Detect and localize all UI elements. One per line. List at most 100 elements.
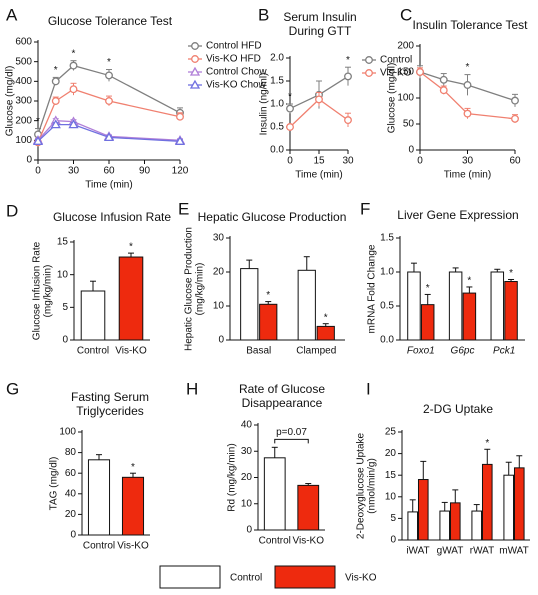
annotation-bracket	[274, 438, 309, 444]
bar	[481, 463, 493, 541]
x-tick-label: Foxo1	[407, 346, 435, 357]
bar	[87, 459, 111, 536]
y-tick-label: 0	[70, 530, 76, 541]
data-point	[32, 136, 44, 145]
series-line	[419, 71, 516, 102]
bar	[448, 271, 463, 341]
data-point	[344, 116, 352, 125]
bar	[407, 271, 421, 341]
y-tick-label: 15	[57, 237, 69, 248]
bar	[503, 474, 515, 541]
bar	[240, 268, 259, 341]
y-axis-label: (mg/kg/min)	[43, 265, 54, 318]
x-tick-label: Control	[77, 346, 109, 357]
x-tick-label: 0	[35, 166, 41, 177]
y-tick-label: 0	[62, 335, 68, 346]
legend-marker	[365, 69, 373, 77]
data-point	[511, 96, 519, 105]
significance-mark: *	[36, 116, 40, 127]
y-tick-label: 2.0	[270, 53, 284, 64]
legend-label: Vis-KO HFD	[206, 54, 261, 65]
y-tick-label: 30	[213, 233, 225, 244]
y-tick-label: 0	[218, 335, 224, 346]
legend-label: Vis-KO	[345, 573, 377, 584]
bar	[513, 467, 525, 541]
y-axis-label: (nmol/min/g)	[367, 458, 378, 514]
legend-swatch	[274, 565, 336, 589]
x-tick-label: 30	[342, 156, 354, 167]
legend-marker	[191, 55, 199, 63]
chart-title: Glucose Infusion Rate	[53, 210, 171, 224]
y-tick-label: 0.0	[380, 335, 394, 346]
legend-marker	[365, 56, 373, 64]
data-point	[69, 61, 78, 70]
panel-letter: G	[6, 379, 19, 398]
bar	[462, 292, 477, 341]
x-tick-label: gWAT	[437, 546, 464, 557]
y-tick-label: 0	[26, 155, 32, 166]
y-tick-label: 200	[397, 41, 414, 52]
y-tick-label: 5	[390, 513, 396, 524]
significance-mark: *	[485, 438, 489, 449]
significance-mark: *	[129, 242, 133, 253]
x-tick-label: Control	[83, 541, 115, 552]
significance-mark: *	[72, 48, 76, 59]
panel-letter: A	[6, 5, 18, 24]
y-tick-label: 1.0	[270, 99, 284, 110]
y-tick-label: 50	[403, 119, 415, 130]
x-tick-label: iWAT	[406, 546, 429, 557]
chart-title: Glucose Tolerance Test	[48, 14, 173, 28]
y-tick-label: 100	[15, 135, 32, 146]
panel-letter: H	[186, 379, 198, 398]
y-tick-label: 1.5	[270, 76, 284, 87]
data-point	[286, 104, 294, 113]
y-axis-label: mRNA Fold Change	[367, 244, 378, 333]
series-line	[419, 71, 516, 120]
y-tick-label: 0	[390, 535, 396, 546]
y-tick-label: 20	[241, 472, 253, 483]
y-tick-label: 0	[246, 525, 252, 536]
y-axis-label: Hepatic Glucose Production	[184, 227, 195, 351]
x-tick-label: Vis-KO	[293, 536, 325, 547]
chart-title: Fasting Serum	[71, 390, 149, 404]
data-point	[51, 97, 60, 105]
bar	[417, 479, 429, 541]
bar	[439, 510, 451, 541]
y-tick-label: 200	[15, 115, 32, 126]
data-point	[68, 119, 79, 129]
y-tick-label: 20	[213, 267, 225, 278]
bar	[263, 457, 286, 531]
x-tick-label: Pck1	[493, 346, 515, 357]
legend-label: Control Chow	[206, 67, 267, 78]
chart-title: Hepatic Glucose Production	[198, 210, 347, 224]
bar	[121, 476, 145, 536]
bar	[504, 281, 518, 341]
data-point	[50, 119, 61, 129]
annotation: p=0.07	[276, 427, 307, 438]
significance-mark: *	[266, 290, 270, 301]
significance-mark: *	[346, 55, 350, 66]
bar	[316, 325, 335, 341]
x-tick-label: Vis-KO	[115, 346, 147, 357]
legend-label: Vis-KO Chow	[206, 80, 267, 91]
y-tick-label: 20	[65, 509, 77, 520]
significance-mark: *	[288, 92, 292, 103]
chart-title: Rate of Glucose	[239, 382, 325, 396]
y-axis-label: 2-Deoxyglucose Uptake	[356, 432, 367, 539]
data-point	[439, 86, 448, 95]
data-point	[103, 132, 115, 142]
y-tick-label: 40	[65, 488, 77, 499]
y-tick-label: 0.5	[270, 122, 284, 133]
x-tick-label: Basal	[246, 346, 271, 357]
chart-title: During GTT	[289, 24, 352, 38]
x-tick-label: 15	[313, 156, 325, 167]
x-axis-label: Time (min)	[295, 170, 342, 181]
x-tick-label: 60	[103, 166, 115, 177]
x-axis-label: Time (min)	[444, 170, 491, 181]
y-tick-label: 100	[397, 93, 414, 104]
bar	[80, 290, 106, 341]
y-tick-label: 80	[65, 447, 77, 458]
x-tick-label: 60	[509, 156, 521, 167]
y-axis-label: Insulin (ng/ml)	[259, 73, 270, 136]
